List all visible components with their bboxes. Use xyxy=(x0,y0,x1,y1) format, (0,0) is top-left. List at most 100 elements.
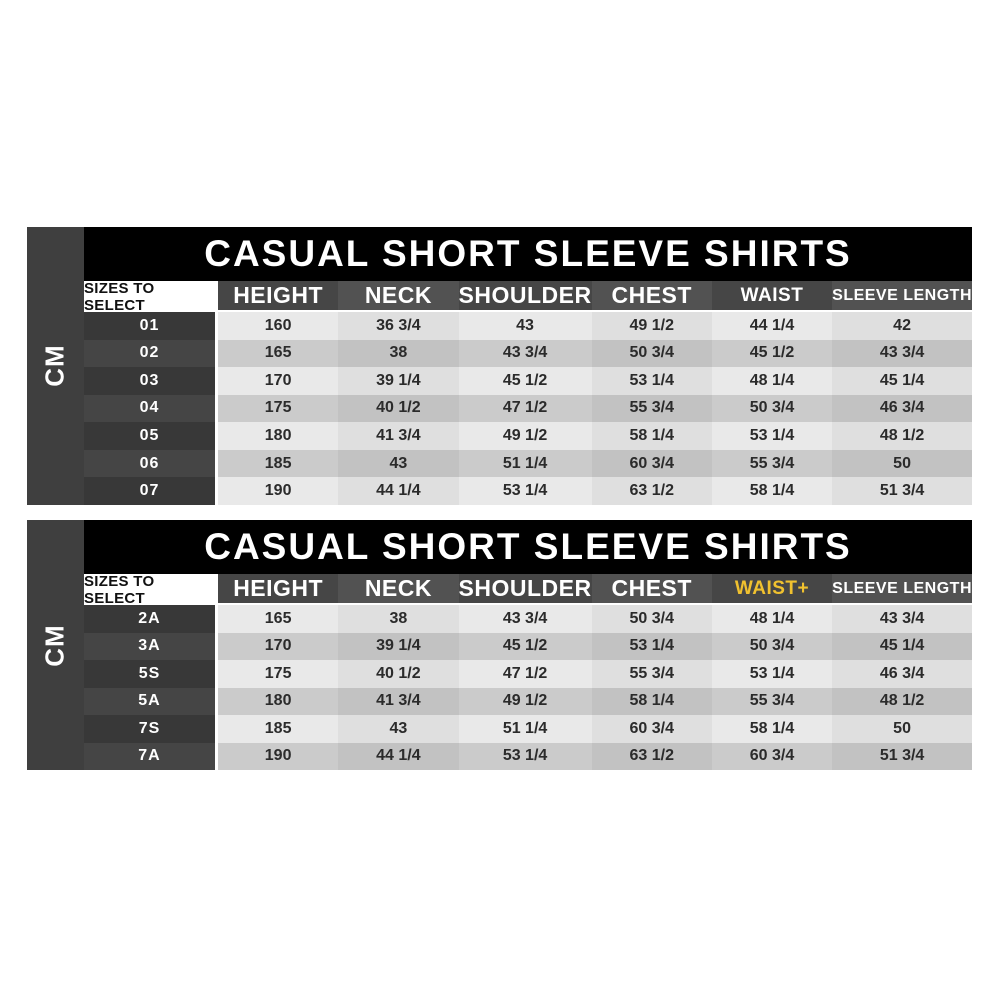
measurement-cell: 53 1/4 xyxy=(591,367,712,395)
column-header-sleeve-length: SLEEVE LENGTH xyxy=(832,574,972,605)
measurement-cell: 43 3/4 xyxy=(832,339,972,368)
measurement-cell: 45 1/2 xyxy=(458,632,592,660)
measurement-cell: 58 1/4 xyxy=(711,477,833,505)
measurement-cell: 180 xyxy=(218,422,339,450)
size-row-label: 5A xyxy=(84,687,215,715)
size-row-label: 07 xyxy=(84,477,215,505)
size-row-label: 01 xyxy=(84,312,215,340)
measurement-cell: 47 1/2 xyxy=(458,660,592,688)
table-title: CASUAL SHORT SLEEVE SHIRTS xyxy=(84,227,972,281)
measurement-cell: 48 1/2 xyxy=(832,422,972,450)
measurement-cell: 50 xyxy=(832,715,972,743)
measurement-cell: 175 xyxy=(218,394,339,423)
measurement-cell: 45 1/2 xyxy=(458,367,592,395)
size-chart-table-1: CM CASUAL SHORT SLEEVE SHIRTS SIZES TO SEL… xyxy=(27,227,972,505)
measurement-cell: 58 1/4 xyxy=(711,715,833,743)
measurement-cell: 53 1/4 xyxy=(711,422,833,450)
measurement-cell: 40 1/2 xyxy=(338,660,459,688)
measurement-cell: 55 3/4 xyxy=(711,687,833,715)
measurement-cell: 51 1/4 xyxy=(458,715,592,743)
measurement-cell: 46 3/4 xyxy=(832,660,972,688)
size-row-label: 04 xyxy=(84,394,215,423)
measurement-cell: 48 1/4 xyxy=(711,367,833,395)
column-header-chest: CHEST xyxy=(591,574,712,605)
measurement-cell: 165 xyxy=(218,605,339,633)
measurement-cell: 60 3/4 xyxy=(591,449,712,478)
size-row-label: 02 xyxy=(84,339,215,368)
column-header-height: HEIGHT xyxy=(218,574,339,605)
measurement-cell: 58 1/4 xyxy=(591,422,712,450)
measurement-cell: 44 1/4 xyxy=(711,312,833,340)
measurement-cell: 60 3/4 xyxy=(711,742,833,770)
measurement-cell: 44 1/4 xyxy=(338,477,459,505)
measurement-cell: 48 1/4 xyxy=(711,605,833,633)
measurement-cell: 50 xyxy=(832,449,972,478)
measurement-cell: 50 3/4 xyxy=(711,394,833,423)
measurement-cell: 190 xyxy=(218,477,339,505)
measurement-cell: 49 1/2 xyxy=(458,422,592,450)
size-row-label: 03 xyxy=(84,367,215,395)
sizes-to-select-header: SIZES TO SELECT xyxy=(84,573,215,607)
measurement-cell: 43 xyxy=(458,312,592,340)
measurement-cell: 165 xyxy=(218,339,339,368)
measurement-cell: 50 3/4 xyxy=(591,339,712,368)
measurement-cell: 45 1/2 xyxy=(711,339,833,368)
measurement-cell: 63 1/2 xyxy=(591,477,712,505)
measurement-cell: 185 xyxy=(218,715,339,743)
measurement-cell: 45 1/4 xyxy=(832,367,972,395)
measurement-cell: 180 xyxy=(218,687,339,715)
sizes-to-select-header: SIZES TO SELECT xyxy=(84,280,215,314)
measurement-cell: 44 1/4 xyxy=(338,742,459,770)
measurement-cell: 48 1/2 xyxy=(832,687,972,715)
size-row-label: 7A xyxy=(84,742,215,770)
size-row-label: 05 xyxy=(84,422,215,450)
measurement-cell: 60 3/4 xyxy=(591,715,712,743)
column-header-neck: NECK xyxy=(338,281,459,312)
measurement-cell: 42 xyxy=(832,312,972,340)
column-header-neck: NECK xyxy=(338,574,459,605)
unit-strip: CM xyxy=(27,520,84,770)
measurement-cell: 43 3/4 xyxy=(458,339,592,368)
measurement-cell: 53 1/4 xyxy=(458,742,592,770)
table-title: CASUAL SHORT SLEEVE SHIRTS xyxy=(84,520,972,574)
measurement-cell: 51 3/4 xyxy=(832,742,972,770)
column-header-height: HEIGHT xyxy=(218,281,339,312)
measurement-cell: 53 1/4 xyxy=(711,660,833,688)
measurement-cell: 41 3/4 xyxy=(338,422,459,450)
measurement-cell: 170 xyxy=(218,367,339,395)
measurement-cell: 38 xyxy=(338,339,459,368)
measurement-cell: 63 1/2 xyxy=(591,742,712,770)
measurement-cell: 50 3/4 xyxy=(711,632,833,660)
measurement-cell: 40 1/2 xyxy=(338,394,459,423)
measurement-cell: 43 xyxy=(338,715,459,743)
measurement-cell: 43 3/4 xyxy=(458,605,592,633)
measurement-cell: 47 1/2 xyxy=(458,394,592,423)
measurement-cell: 51 3/4 xyxy=(832,477,972,505)
measurement-cell: 39 1/4 xyxy=(338,632,459,660)
size-row-label: 2A xyxy=(84,605,215,633)
unit-label: CM xyxy=(40,623,70,667)
column-header-waist: WAIST+ xyxy=(711,574,833,605)
column-header-waist: WAIST xyxy=(711,281,833,312)
measurement-cell: 170 xyxy=(218,632,339,660)
measurement-cell: 43 xyxy=(338,449,459,478)
column-header-chest: CHEST xyxy=(591,281,712,312)
measurement-cell: 53 1/4 xyxy=(458,477,592,505)
column-header-sleeve-length: SLEEVE LENGTH xyxy=(832,281,972,312)
measurement-cell: 36 3/4 xyxy=(338,312,459,340)
column-header-shoulder: SHOULDER xyxy=(458,281,592,312)
size-row-label: 3A xyxy=(84,632,215,660)
measurement-cell: 39 1/4 xyxy=(338,367,459,395)
size-row-label: 06 xyxy=(84,449,215,478)
unit-label: CM xyxy=(40,344,70,388)
column-header-shoulder: SHOULDER xyxy=(458,574,592,605)
unit-strip: CM xyxy=(27,227,84,505)
measurement-cell: 43 3/4 xyxy=(832,605,972,633)
size-chart-table-2: CM CASUAL SHORT SLEEVE SHIRTS SIZES TO SEL… xyxy=(27,520,972,770)
measurement-cell: 51 1/4 xyxy=(458,449,592,478)
measurement-cell: 190 xyxy=(218,742,339,770)
measurement-cell: 50 3/4 xyxy=(591,605,712,633)
measurement-cell: 55 3/4 xyxy=(591,660,712,688)
measurement-cell: 185 xyxy=(218,449,339,478)
measurement-cell: 55 3/4 xyxy=(591,394,712,423)
